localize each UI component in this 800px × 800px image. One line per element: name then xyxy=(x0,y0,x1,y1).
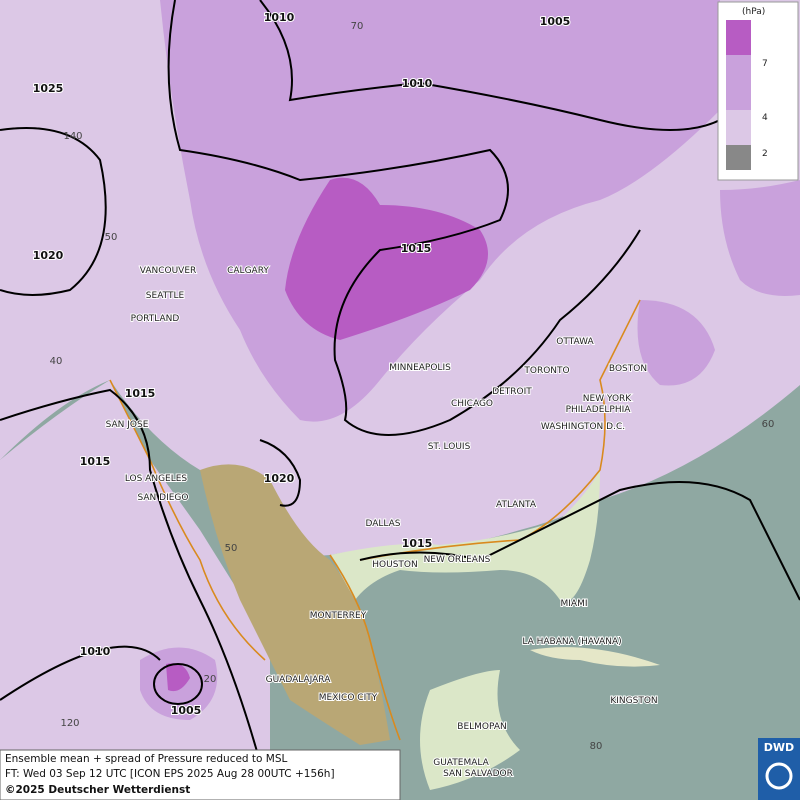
city-label: VANCOUVER xyxy=(140,266,197,276)
grid-label: 60 xyxy=(762,419,775,430)
coastline xyxy=(109,299,641,741)
isobar-label: 1020 xyxy=(33,249,64,262)
city-label: HOUSTON xyxy=(372,560,417,570)
city-label: CHICAGO xyxy=(451,399,493,409)
city-label: GUADALAJARA xyxy=(266,675,332,685)
spread-high-pacific xyxy=(166,663,190,692)
spread-mid-east xyxy=(720,180,800,296)
grid-label: 20 xyxy=(204,674,217,685)
isobar xyxy=(359,481,800,601)
footer-copyright: ©2025 Deutscher Wetterdienst xyxy=(5,784,190,796)
city-label: OTTAWA xyxy=(556,337,594,347)
grid-label: 50 xyxy=(225,543,238,554)
city-label: DETROIT xyxy=(492,387,532,397)
legend: (hPa) 7 4 2 xyxy=(717,1,799,181)
city-label: LA HABANA (HAVANA) xyxy=(522,637,621,647)
grid-label: 80 xyxy=(590,741,603,752)
isobar xyxy=(0,645,161,701)
isobar-label: 1005 xyxy=(540,15,571,28)
city-label: WASHINGTON D.C. xyxy=(541,422,625,432)
legend-level: 4 xyxy=(762,113,768,123)
city-label: MINNEAPOLIS xyxy=(389,363,451,373)
isobar-label: 1015 xyxy=(80,455,111,468)
city-label: DALLAS xyxy=(365,519,400,529)
city-label: NEW ORLEANS xyxy=(424,555,491,565)
city-label: SAN JOSE xyxy=(106,420,149,430)
city-label: PORTLAND xyxy=(131,314,180,324)
city-label: MIAMI xyxy=(561,599,588,609)
city-label: BOSTON xyxy=(609,364,647,374)
city-label: SAN SALVADOR xyxy=(443,769,513,779)
footer-run: FT: Wed 03 Sep 12 UTC [ICON EPS 2025 Aug… xyxy=(5,768,335,780)
isobar-label: 1010 xyxy=(80,645,111,658)
isobar-label: 1025 xyxy=(33,82,64,95)
isobar-label: 1015 xyxy=(402,537,433,550)
logo-icon xyxy=(765,762,793,790)
city-label: ST. LOUIS xyxy=(428,442,471,452)
grid-label: 120 xyxy=(60,718,79,729)
spread-mid-ne xyxy=(637,300,715,386)
terrain-gulf xyxy=(330,470,600,602)
city-label: ATLANTA xyxy=(496,500,537,510)
isobar-label: 1015 xyxy=(401,242,432,255)
labels: 1010 1005 1010 1025 1020 1015 1015 1015 1020 1015… xyxy=(32,10,775,780)
city-label: MEXICO CITY xyxy=(319,693,378,703)
city-label: KINGSTON xyxy=(610,696,657,706)
isobar-label: 1020 xyxy=(264,472,295,485)
isobar-label: 1010 xyxy=(402,77,433,90)
isobar xyxy=(0,127,107,296)
city-label: BELMOPAN xyxy=(457,722,506,732)
grid-label: 50 xyxy=(105,232,118,243)
legend-swatch xyxy=(726,20,751,55)
spread-high xyxy=(285,177,488,340)
cuba xyxy=(530,647,660,667)
logo: DWD xyxy=(764,741,794,754)
city-label: SAN DIEGO xyxy=(138,493,189,503)
isobar xyxy=(0,388,271,800)
city-label: MONTERREY xyxy=(310,611,367,621)
isobar-label: 1010 xyxy=(264,11,295,24)
isobar xyxy=(153,663,203,705)
terrain-central-america xyxy=(420,670,520,790)
isobar-label: 1015 xyxy=(125,387,156,400)
city-label: PHILADELPHIA xyxy=(566,405,632,415)
isobar xyxy=(167,0,641,436)
legend-swatch xyxy=(726,145,751,170)
legend-level: 2 xyxy=(762,149,768,159)
city-label: CALGARY xyxy=(227,266,269,276)
legend-level: 7 xyxy=(762,59,768,69)
city-label: NEW YORK xyxy=(583,394,633,404)
city-label: TORONTO xyxy=(523,366,569,376)
terrain-mexico xyxy=(200,464,390,745)
legend-unit: (hPa) xyxy=(742,7,765,17)
legend-swatch xyxy=(726,55,751,110)
spread-mid xyxy=(160,0,720,422)
legend-swatch xyxy=(726,110,751,145)
city-label: SEATTLE xyxy=(146,291,185,301)
grid-label: 40 xyxy=(50,356,63,367)
isobar-label: 1005 xyxy=(171,704,202,717)
footer-title: Ensemble mean + spread of Pressure reduc… xyxy=(5,753,288,765)
city-label: GUATEMALA xyxy=(433,758,489,768)
footer-box xyxy=(0,749,401,800)
grid-label: 140 xyxy=(63,131,82,142)
city-label: LOS ANGELES xyxy=(125,474,188,484)
grid-label: 70 xyxy=(351,21,364,32)
isobar xyxy=(259,439,302,507)
isobar xyxy=(259,0,721,131)
logo-box xyxy=(758,738,800,800)
